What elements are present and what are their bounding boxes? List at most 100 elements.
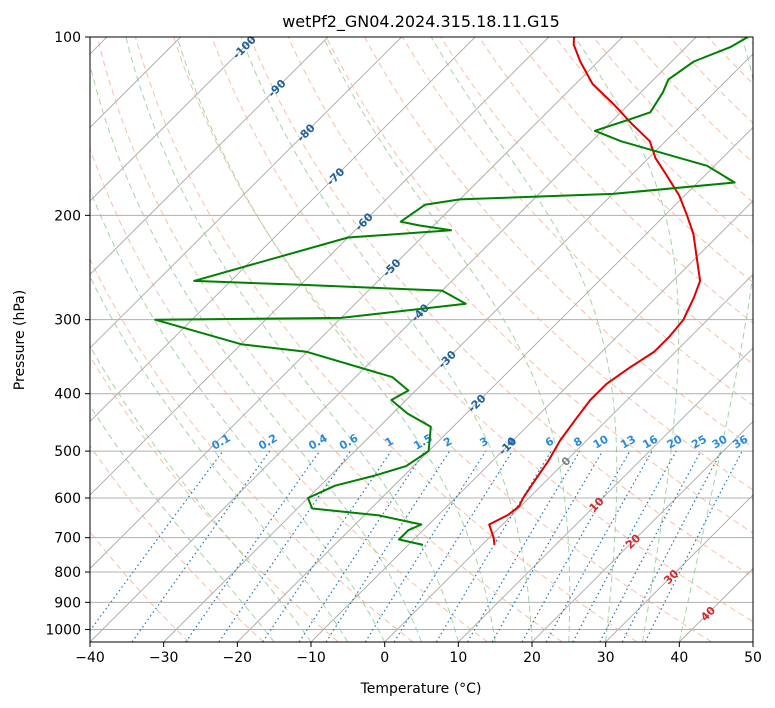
dry-adiabat-line <box>287 37 753 534</box>
mixing-ratio-line <box>572 450 677 642</box>
mixing-ratio-label: 0.2 <box>256 432 279 453</box>
y-tick-label: 600 <box>54 491 81 507</box>
moist-adiabat-line <box>90 188 386 642</box>
moist-adiabat-line <box>90 404 275 642</box>
y-tick-label: 900 <box>54 595 81 611</box>
x-axis-label: Temperature (°C) <box>360 681 482 697</box>
mixing-ratio-label: 1.5 <box>411 432 434 453</box>
moist-adiabat-line <box>125 37 459 642</box>
mixing-ratio-line <box>90 450 224 632</box>
mixing-ratio-label: 0.1 <box>209 432 232 453</box>
mixing-ratio-label: 0.4 <box>306 431 330 452</box>
plot-frame <box>89 36 754 643</box>
moist-adiabat-line <box>90 345 312 642</box>
mixing-ratio-line <box>393 450 513 642</box>
mixing-ratio-label: 8 <box>572 435 585 450</box>
mixing-ratio-label: 10 <box>591 432 611 451</box>
y-tick-label: 400 <box>54 387 81 403</box>
isotherm-line <box>90 37 329 276</box>
temperature-profile-line <box>488 37 702 546</box>
isotherm-line <box>90 37 402 349</box>
mixing-ratio-line <box>364 450 487 642</box>
mixing-ratio-line <box>185 450 321 642</box>
x-tick-label: −40 <box>75 650 105 666</box>
mixing-ratio-line <box>131 450 271 642</box>
x-tick-label: 30 <box>597 650 615 666</box>
x-tick-label: 50 <box>744 650 762 666</box>
moist-adiabat-line <box>90 275 349 642</box>
isotherm-line <box>457 347 753 642</box>
x-axis-ticks: −40 −30 −20 −10 0 10 20 30 40 50 <box>75 642 762 666</box>
isotherm-line <box>384 273 753 642</box>
moist-adiabat-line <box>574 37 680 642</box>
moist-adiabat-line <box>240 37 533 642</box>
mixing-ratio-label: 36 <box>731 432 751 451</box>
background-lines <box>90 37 753 642</box>
dry-adiabat-line <box>249 37 753 578</box>
x-tick-label: −30 <box>149 650 179 666</box>
y-axis-ticks: 100 200 300 400 500 600 700 800 900 1000 <box>45 30 90 638</box>
isotherm-line <box>678 567 753 642</box>
y-axis-label: Pressure (hPa) <box>12 290 28 390</box>
isotherm-line <box>90 37 550 496</box>
dry-adiabat-line <box>669 37 753 124</box>
dry-adiabat-line <box>440 37 753 365</box>
isotherm-line <box>752 641 753 642</box>
moist-adiabat-line <box>90 62 422 642</box>
y-tick-label: 200 <box>54 208 81 224</box>
dry-adiabat-line <box>745 37 753 45</box>
isotherm-line <box>605 494 753 642</box>
mixing-ratio-label: 3 <box>478 435 491 450</box>
mixing-ratio-line <box>325 450 451 642</box>
x-tick-label: −20 <box>223 650 253 666</box>
mixing-ratio-line <box>599 450 702 642</box>
mixing-ratio-line <box>644 450 743 642</box>
mixing-ratio-label: 25 <box>689 433 709 452</box>
dry-adiabat-line <box>90 147 488 642</box>
dry-adiabat-line <box>325 37 753 491</box>
mixing-ratio-label: 30 <box>710 432 730 451</box>
y-tick-label: 300 <box>54 313 81 329</box>
dry-adiabat-line <box>173 37 712 642</box>
mixing-ratio-label: 13 <box>618 433 638 452</box>
isotherm-line <box>163 53 753 642</box>
chart-title: wetPf2_GN04.2024.315.18.11.G15 <box>282 12 560 32</box>
profile-lines <box>154 37 749 546</box>
y-tick-label: 800 <box>54 565 81 581</box>
dry-adiabat-line <box>211 37 753 623</box>
dry-adiabat-line <box>90 530 190 642</box>
moist-adiabat-line <box>678 37 753 642</box>
dewpoint-profile-line <box>154 37 749 546</box>
dry-adiabat-line <box>592 37 753 203</box>
y-tick-label: 100 <box>54 30 81 46</box>
mixing-ratio-line <box>262 450 392 642</box>
isotherm-line <box>310 200 753 642</box>
moist-adiabat-line <box>176 37 496 642</box>
y-tick-label: 500 <box>54 444 81 460</box>
dry-adiabat-line <box>90 445 264 642</box>
moist-adiabat-line <box>322 37 571 642</box>
y-tick-label: 1000 <box>45 622 81 638</box>
y-tick-label: 700 <box>54 531 81 547</box>
isotherm-line <box>90 37 476 423</box>
dry-adiabat-line <box>707 37 753 85</box>
moist-adiabat-line <box>430 37 618 642</box>
dry-adiabat-line <box>90 258 414 642</box>
mixing-ratio-line <box>466 450 581 642</box>
x-tick-label: 0 <box>380 650 389 666</box>
mixing-ratio-label: 1 <box>383 435 396 450</box>
x-tick-label: 40 <box>670 650 688 666</box>
isotherm-line <box>90 37 255 202</box>
isotherm-line <box>90 37 623 570</box>
dry-adiabat-line <box>478 37 753 324</box>
dry-adiabat-line <box>90 355 339 642</box>
mixing-ratio-line <box>298 450 426 642</box>
mixing-ratio-label: 16 <box>640 432 660 451</box>
x-tick-label: 10 <box>449 650 467 666</box>
isotherm-line <box>236 126 753 642</box>
x-tick-label: −10 <box>296 650 326 666</box>
dry-adiabat-line <box>134 37 638 642</box>
mixing-ratio-label: 20 <box>665 432 685 451</box>
mixing-ratio-line <box>218 450 351 642</box>
